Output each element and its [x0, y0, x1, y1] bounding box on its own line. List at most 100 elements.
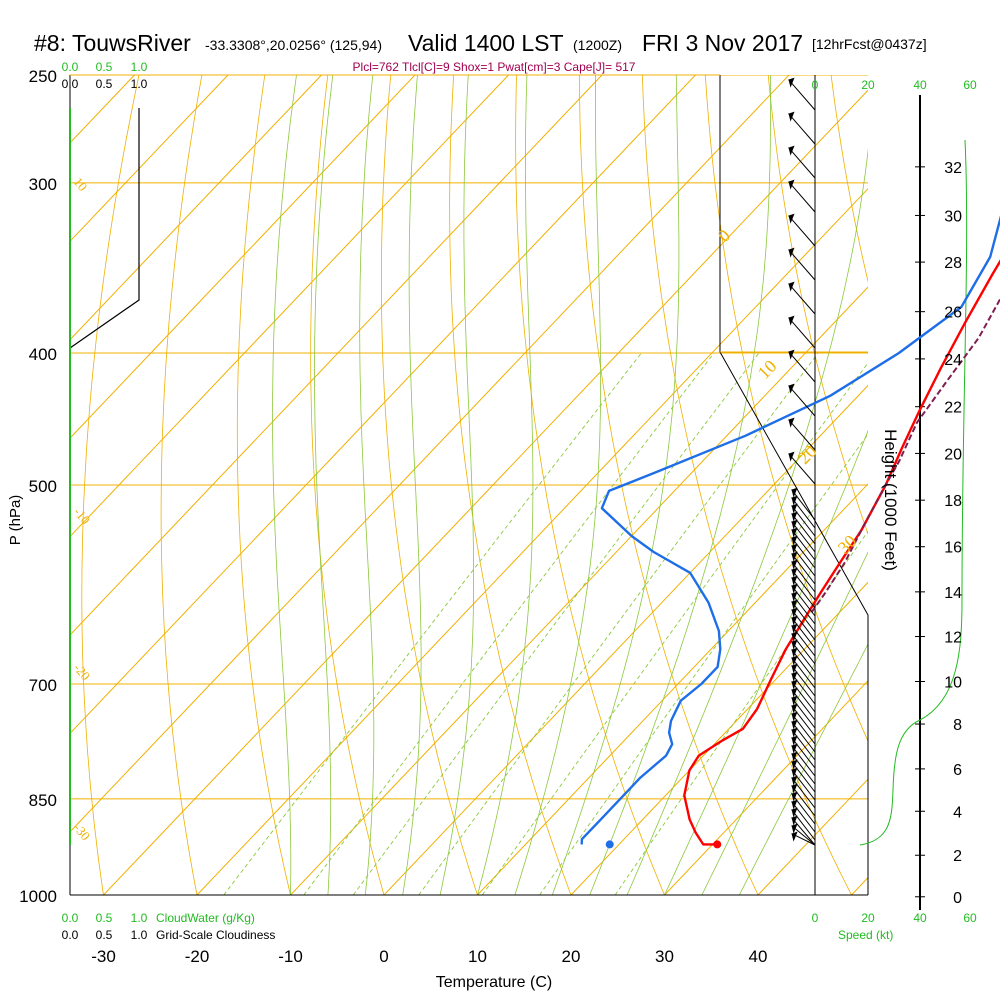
wind-barb: [791, 745, 816, 777]
wind-barb: [791, 657, 816, 689]
height-tick-label: 12: [944, 630, 962, 647]
height-tick-label: 6: [953, 762, 962, 779]
height-tick-label: 28: [944, 255, 962, 272]
isotherm-line: [851, 876, 868, 895]
wind-barb: [791, 601, 816, 633]
wind-barb-flag: [791, 583, 798, 594]
forecast-date: FRI 3 Nov 2017: [642, 30, 804, 56]
wind-barb: [788, 147, 816, 179]
dry-adiabat: [642, 75, 852, 895]
wind-barb: [788, 215, 816, 247]
x-tick-label: 10: [468, 947, 487, 966]
cloud-water-tick-top: 0.0: [62, 60, 79, 74]
wind-barb-flag: [791, 719, 798, 730]
wind-barb-flag: [791, 815, 798, 826]
height-tick-label: 30: [944, 208, 962, 225]
mixing-ratio-label: 2: [318, 904, 325, 919]
cloud-water-tick-top: 0.5: [96, 60, 113, 74]
dry-adiabat-label: 10: [71, 174, 91, 194]
parameters-line: Plcl=762 Tlcl[C]=9 Shox=1 Pwat[cm]=3 Cap…: [353, 60, 636, 74]
moist-adiabat: [272, 75, 297, 895]
wind-barb-flag: [791, 663, 798, 674]
dry-adiabat: [449, 75, 572, 895]
dry-adiabat: [704, 75, 868, 743]
dry-adiabat: [81, 75, 140, 895]
wind-barb-flag: [791, 607, 798, 618]
wind-barb-flag: [788, 77, 795, 88]
cloudiness-tick-top: 0.0: [62, 77, 79, 91]
wind-barb: [791, 489, 816, 521]
isotherm-line: [70, 75, 229, 243]
dry-adiabat: [894, 75, 1000, 895]
wind-barb: [791, 809, 816, 841]
wind-barb-flag: [788, 213, 795, 224]
data-lines: [580, 215, 1000, 849]
wind-barb: [791, 817, 816, 846]
wind-barb-flag: [791, 703, 798, 714]
wind-barb: [791, 673, 816, 705]
wind-barb-flag: [788, 281, 795, 292]
wind-barb: [788, 113, 816, 145]
mixing-ratio-label: 12: [553, 904, 567, 919]
wind-axis-tick-top: 40: [913, 78, 927, 92]
mixing-ratio-label: 20: [628, 904, 642, 919]
wind-barb-flag: [791, 743, 798, 754]
wind-barb-flag: [791, 727, 798, 738]
wind-barb-flag: [788, 417, 795, 428]
wind-barb-flag: [791, 495, 798, 506]
y-axis-title: P (hPa): [7, 495, 24, 546]
wind-barb-flag: [791, 639, 798, 650]
pressure-tick-label: 1000: [19, 887, 57, 906]
wind-barb: [791, 777, 816, 809]
surface-temperature-dot: [713, 840, 722, 849]
x-tick-label: 40: [749, 947, 768, 966]
cloudiness-tick-top: 1.0: [131, 77, 148, 91]
height-tick-label: 16: [944, 540, 962, 557]
wind-barb: [788, 181, 816, 213]
isotherm-line: [70, 75, 322, 341]
moist-adiabat: [314, 75, 334, 895]
wind-barb-flag: [791, 807, 798, 818]
parcel-line: [810, 297, 1000, 613]
wind-barb-flag: [791, 527, 798, 538]
wind-barb: [791, 793, 816, 825]
wind-barb: [791, 769, 816, 801]
wind-barb-flag: [791, 519, 798, 530]
cloud-water-tick-bottom: 0.0: [62, 911, 79, 925]
wind-barb: [791, 561, 816, 593]
valid-time: Valid 1400 LST: [408, 30, 564, 56]
wind-barb-flag: [791, 535, 798, 546]
wind-barb-flag: [791, 687, 798, 698]
height-tick-label: 14: [944, 585, 962, 602]
forecast-run: [12hrFcst@0437z]: [812, 36, 927, 52]
cloud-water-label: CloudWater (g/Kg): [156, 911, 255, 925]
mixing-ratio-label: 8: [496, 904, 503, 919]
wind-barb: [791, 585, 816, 617]
wind-barb: [791, 753, 816, 785]
moist-adiabat: [701, 551, 868, 895]
x-tick-label: -30: [91, 947, 116, 966]
wind-axis-tick-bottom: 60: [963, 911, 977, 925]
cloudiness-tick-bottom: 0.0: [62, 928, 79, 942]
wind-barb: [791, 537, 816, 569]
wind-axis-tick-top: 60: [963, 78, 977, 92]
cloudiness-tick-bottom: 0.5: [96, 928, 113, 942]
wind-barb-flag: [791, 759, 798, 770]
wind-barb-flag: [791, 671, 798, 682]
mixing-ratio-line: [303, 352, 715, 895]
cloudiness-profile: [69, 108, 140, 349]
axis-labels: 010203010-10-20-300246810121416182022242…: [7, 60, 977, 991]
height-tick-label: 18: [944, 493, 962, 510]
dry-adiabat: [957, 75, 1000, 895]
pressure-tick-label: 300: [29, 175, 57, 194]
x-tick-label: 20: [562, 947, 581, 966]
moist-adiabat: [738, 643, 868, 895]
isotherm-label: 0: [714, 225, 735, 246]
wind-barb: [791, 569, 816, 601]
wind-barb: [791, 617, 816, 649]
wind-barb: [791, 705, 816, 737]
cloud-water-tick-bottom: 1.0: [131, 911, 148, 925]
wind-barb: [788, 385, 816, 417]
moist-adiabat: [477, 75, 534, 895]
